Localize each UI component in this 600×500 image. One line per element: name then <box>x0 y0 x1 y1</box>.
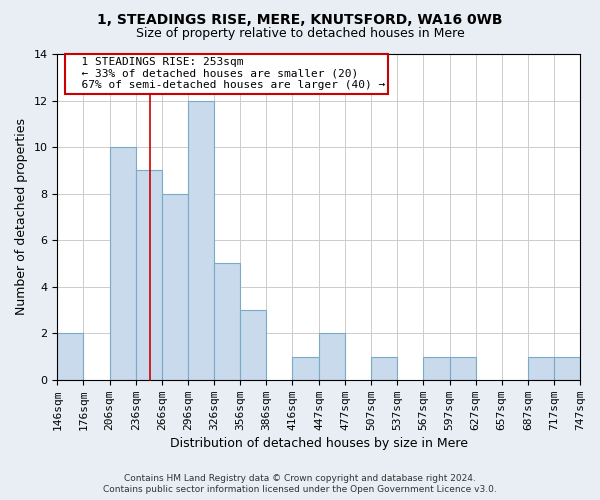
Bar <box>240 310 266 380</box>
Text: 1, STEADINGS RISE, MERE, KNUTSFORD, WA16 0WB: 1, STEADINGS RISE, MERE, KNUTSFORD, WA16… <box>97 12 503 26</box>
Bar <box>136 170 162 380</box>
Bar <box>292 356 319 380</box>
Text: 1 STEADINGS RISE: 253sqm
  ← 33% of detached houses are smaller (20)
  67% of se: 1 STEADINGS RISE: 253sqm ← 33% of detach… <box>68 58 385 90</box>
Bar <box>554 356 580 380</box>
Y-axis label: Number of detached properties: Number of detached properties <box>15 118 28 316</box>
Bar <box>162 194 188 380</box>
Bar <box>319 334 345 380</box>
Bar <box>58 334 83 380</box>
Bar <box>424 356 449 380</box>
Bar <box>449 356 476 380</box>
X-axis label: Distribution of detached houses by size in Mere: Distribution of detached houses by size … <box>170 437 468 450</box>
Bar <box>188 100 214 380</box>
Text: Size of property relative to detached houses in Mere: Size of property relative to detached ho… <box>136 28 464 40</box>
Bar <box>371 356 397 380</box>
Text: Contains HM Land Registry data © Crown copyright and database right 2024.
Contai: Contains HM Land Registry data © Crown c… <box>103 474 497 494</box>
Bar <box>528 356 554 380</box>
Bar <box>110 147 136 380</box>
Bar <box>214 264 240 380</box>
